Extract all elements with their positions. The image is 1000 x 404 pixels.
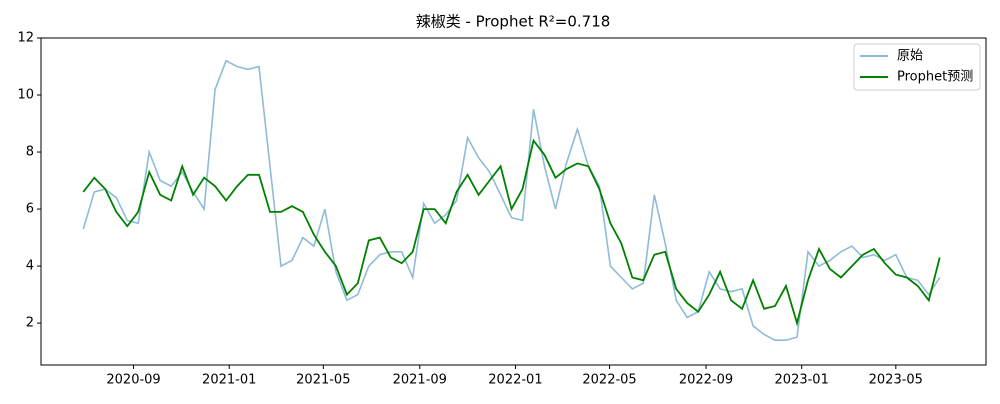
x-tick-label: 2020-09: [106, 373, 160, 388]
y-tick-label: 2: [26, 316, 34, 331]
y-tick-label: 6: [26, 202, 34, 217]
x-tick-label: 2022-09: [679, 373, 733, 388]
x-tick-label: 2021-09: [393, 373, 447, 388]
plot-area: [40, 37, 987, 366]
x-tick-label: 2022-05: [582, 373, 636, 388]
x-tick-label: 2023-01: [775, 373, 829, 388]
legend-label: Prophet预测: [897, 70, 973, 85]
y-tick-label: 10: [17, 88, 34, 103]
x-tick-label: 2021-01: [202, 373, 256, 388]
y-tick-label: 12: [17, 31, 34, 46]
legend-label: 原始: [897, 49, 923, 64]
series-line: [82, 138, 941, 327]
y-tick-label: 8: [26, 145, 34, 160]
y-tick-label: 4: [26, 259, 34, 274]
x-tick-label: 2022-01: [488, 373, 542, 388]
series-line: [82, 59, 941, 341]
x-tick-label: 2021-05: [296, 373, 350, 388]
x-tick-label: 2023-05: [869, 373, 923, 388]
chart-title: 辣椒类 - Prophet R²=0.718: [416, 13, 611, 31]
